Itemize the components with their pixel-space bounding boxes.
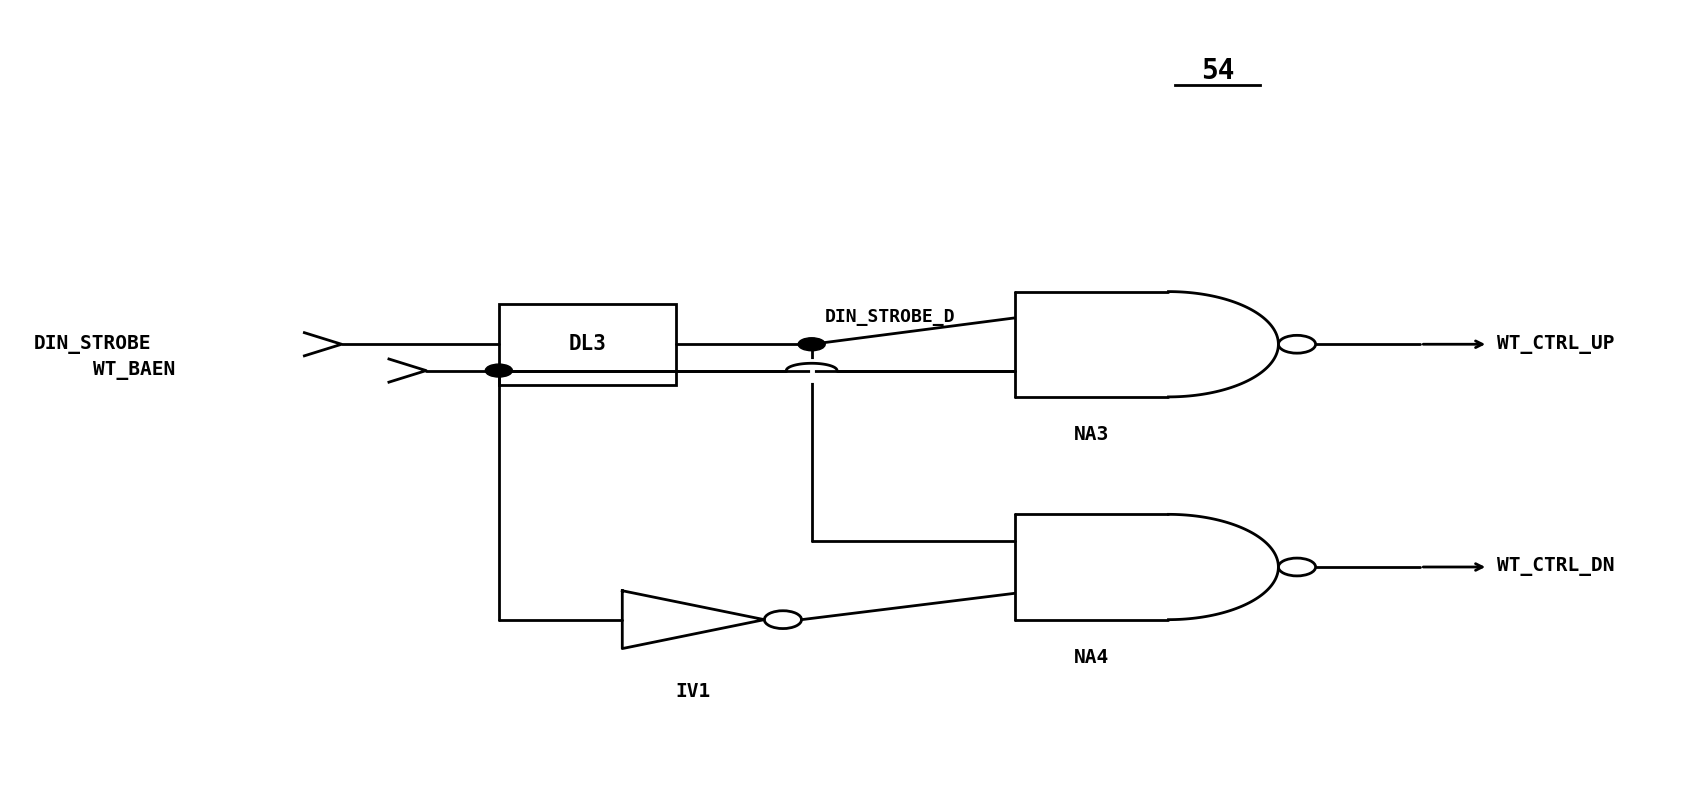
Text: 54: 54 [1201,57,1234,85]
Text: WT_CTRL_UP: WT_CTRL_UP [1497,335,1613,354]
Text: DIN_STROBE: DIN_STROBE [34,335,150,354]
Text: IV1: IV1 [676,682,710,701]
Text: DIN_STROBE_D: DIN_STROBE_D [825,309,955,326]
Text: NA3: NA3 [1074,425,1109,444]
Text: NA4: NA4 [1074,648,1109,667]
Bar [499,304,676,385]
Text: WT_BAEN: WT_BAEN [93,361,176,380]
Text: WT_CTRL_DN: WT_CTRL_DN [1497,557,1613,577]
Circle shape [798,338,825,351]
Text: DL3: DL3 [568,335,607,354]
Circle shape [485,364,512,377]
